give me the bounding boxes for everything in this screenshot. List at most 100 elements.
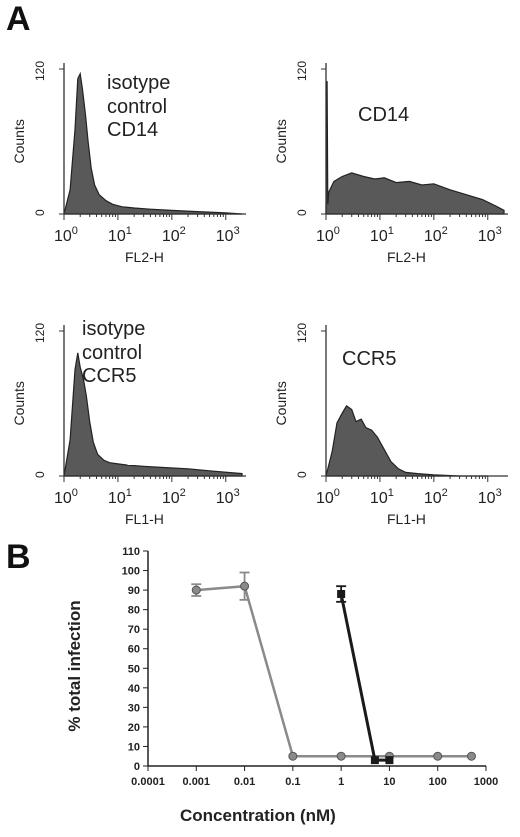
histogram-ccr5: 0 120 Counts 100 101 102 103 FL1-H CCR5: [262, 306, 512, 566]
y-tick-label: 50: [128, 663, 140, 675]
y-tick-label: 0: [33, 209, 47, 216]
y-tick-label: 70: [128, 624, 140, 636]
y-tick-label: 80: [128, 605, 140, 617]
x-tick-label: 1000: [474, 776, 498, 788]
data-point: [337, 590, 346, 598]
y-tick-label: 120: [33, 323, 47, 343]
y-axis-label: Counts: [11, 119, 27, 163]
annotation-line: isotype: [107, 72, 171, 94]
x-tick-label: 0.001: [183, 776, 211, 788]
x-tick-exponent: 2: [442, 225, 448, 237]
x-tick-label: 100: [316, 225, 340, 245]
x-axis-label: FL2-H: [387, 249, 426, 265]
x-tick-label: 101: [370, 487, 394, 507]
y-tick-label: 120: [295, 323, 309, 343]
x-tick-exponent: 0: [72, 225, 78, 237]
histogram-fill: [325, 81, 505, 215]
data-point: [288, 751, 298, 761]
data-point: [191, 585, 201, 595]
x-tick-label: 10: [383, 776, 395, 788]
x-tick-label: 0.1: [285, 776, 300, 788]
x-tick-label: 102: [162, 225, 186, 245]
x-tick-label: 102: [162, 487, 186, 507]
x-tick-label: 103: [216, 225, 240, 245]
chart-b-ylabel: % total infection: [65, 600, 84, 732]
x-tick-label: 0.01: [234, 776, 255, 788]
x-tick-label: 1: [338, 776, 344, 788]
histogram-fill: [63, 352, 243, 477]
x-tick-label: 101: [108, 487, 132, 507]
x-tick-exponent: 3: [234, 487, 240, 499]
y-axis-label: Counts: [273, 119, 289, 163]
y-tick-label: 10: [128, 741, 140, 753]
y-tick-label: 120: [33, 61, 47, 81]
x-tick-exponent: 0: [334, 487, 340, 499]
x-tick-exponent: 0: [72, 487, 78, 499]
y-tick-label: 40: [128, 683, 140, 695]
y-tick-label: 0: [295, 471, 309, 478]
x-tick-exponent: 3: [496, 487, 502, 499]
data-point: [240, 581, 250, 591]
annotation-isotype-cd14: isotype control CD14: [107, 72, 170, 143]
x-axis-label: FL1-H: [387, 511, 426, 527]
data-point: [433, 751, 443, 761]
x-tick-label: 103: [478, 487, 502, 507]
x-tick-label: 102: [424, 487, 448, 507]
annotation-isotype-ccr5: isotype control CCR5: [82, 318, 145, 389]
y-tick-label: 100: [122, 566, 140, 578]
x-tick-label: 102: [424, 225, 448, 245]
y-tick-label: 0: [134, 761, 140, 773]
y-tick-label: 20: [128, 722, 140, 734]
y-tick-label: 120: [295, 61, 309, 81]
x-tick-label: 103: [478, 225, 502, 245]
series-line: [196, 584, 472, 758]
x-tick-exponent: 2: [442, 487, 448, 499]
x-tick-label: 0.0001: [131, 776, 165, 788]
x-tick-exponent: 3: [496, 225, 502, 237]
y-tick-label: 60: [128, 644, 140, 656]
data-point: [336, 751, 346, 761]
series-line: [339, 593, 390, 762]
x-tick-label: 100: [316, 487, 340, 507]
x-tick-label: 101: [370, 225, 394, 245]
panel-a-letter: A: [6, 0, 31, 38]
x-tick-exponent: 2: [180, 487, 186, 499]
data-point: [466, 751, 476, 761]
annotation-line: CCR5: [342, 348, 397, 370]
annotation-line: control: [82, 341, 143, 364]
annotation-line: CD14: [107, 119, 159, 142]
annotation-cd14: CD14: [358, 104, 409, 128]
histogram-fill: [63, 71, 243, 215]
x-tick-exponent: 2: [180, 225, 186, 237]
x-tick-exponent: 3: [234, 225, 240, 237]
y-tick-label: 90: [128, 585, 140, 597]
histogram-ccr5-isotype: 0 120 Counts 100 101 102 103 FL1-H isotype cont…: [0, 306, 250, 566]
histogram-fill: [325, 405, 488, 477]
x-tick-label: 101: [108, 225, 132, 245]
data-point: [385, 756, 394, 765]
x-tick-exponent: 1: [388, 487, 394, 499]
data-point: [370, 756, 379, 765]
x-tick-label: 103: [216, 487, 240, 507]
annotation-ccr5: CCR5: [342, 348, 396, 372]
infection-chart: 0 10 20 30 40 50 60 70 80 90 100 110 0.0001 0.001 0.01…: [0, 536, 520, 832]
y-axis-label: Counts: [11, 381, 27, 425]
x-tick-exponent: 1: [126, 225, 132, 237]
x-tick-exponent: 1: [126, 487, 132, 499]
chart-b-xlabel: Concentration (nM): [180, 806, 336, 825]
annotation-line: control: [107, 95, 168, 118]
x-tick-label: 100: [54, 225, 78, 245]
x-tick-label: 100: [54, 487, 78, 507]
annotation-line: isotype: [82, 318, 146, 340]
y-tick-label: 0: [295, 209, 309, 216]
x-tick-label: 100: [429, 776, 447, 788]
histogram-cd14-isotype: 0 120 Counts 100 101 102 103 FL2-H isotype cont…: [0, 44, 250, 304]
y-tick-label: 0: [33, 471, 47, 478]
y-axis-label: Counts: [273, 381, 289, 425]
x-tick-exponent: 0: [334, 225, 340, 237]
y-tick-label: 30: [128, 702, 140, 714]
